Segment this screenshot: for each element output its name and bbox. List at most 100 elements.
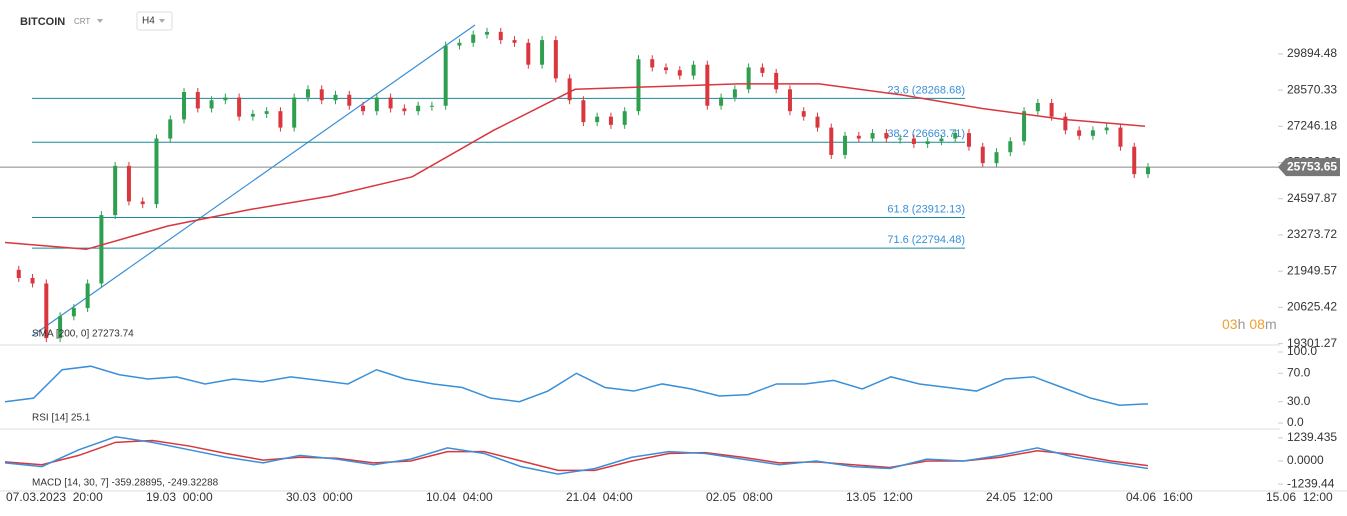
candle (1063, 116, 1068, 131)
instrument-title: BITCOIN (20, 16, 65, 28)
rsi-line (4, 365, 1149, 407)
timeframe[interactable]: H4 (142, 16, 155, 27)
candle (512, 40, 517, 43)
x-tick-label: 10.04 04:00 (426, 490, 493, 504)
fib-label: 23.6 (28268.68) (887, 84, 965, 96)
candle (168, 119, 173, 139)
candle (361, 105, 366, 112)
candle (237, 97, 242, 117)
x-tick-label: 07.03.2023 20:00 (6, 490, 103, 504)
candle (870, 133, 875, 139)
candle (608, 116, 613, 125)
candle (457, 42, 462, 46)
rsi-tick-label: 70.0 (1287, 365, 1311, 379)
candle (636, 59, 641, 112)
candle (44, 283, 49, 339)
instrument-type[interactable]: CRT (74, 17, 90, 26)
candle (416, 105, 421, 112)
candle (429, 105, 434, 107)
candle (746, 67, 751, 90)
y-tick-label: 23273.72 (1287, 227, 1337, 241)
candle (980, 146, 985, 164)
candle (71, 308, 76, 317)
candle (939, 138, 944, 142)
timeframe-box[interactable] (136, 11, 173, 31)
y-tick-label: 28570.33 (1287, 82, 1337, 96)
candle (195, 92, 200, 109)
price-tag (1278, 158, 1340, 177)
sma-line (4, 83, 1146, 251)
x-tick-label: 13.05 12:00 (846, 490, 913, 504)
candle (223, 97, 228, 101)
rsi-tick-label: 30.0 (1287, 394, 1311, 408)
dropdown-arrow (97, 19, 103, 23)
candle (319, 89, 324, 101)
rsi-tick-label: 100.0 (1287, 344, 1317, 358)
x-tick-label: 24.05 12:00 (986, 490, 1053, 504)
candle (30, 278, 35, 284)
candle (567, 78, 572, 101)
candle (622, 111, 627, 125)
x-tick-label: 30.03 00:00 (286, 490, 353, 504)
candle (1035, 102, 1040, 112)
y-tick-label: 27246.18 (1287, 119, 1337, 133)
candle (925, 141, 930, 144)
x-tick-label: 19.03 00:00 (146, 490, 213, 504)
candle (953, 133, 958, 139)
x-tick-label: 02.05 08:00 (706, 490, 773, 504)
candle (154, 138, 159, 205)
x-tick-label: 04.06 16:00 (1126, 490, 1193, 504)
candle (966, 133, 971, 147)
candle (553, 40, 558, 79)
candle (85, 283, 90, 309)
candle (374, 97, 379, 112)
candle (994, 152, 999, 164)
candle (58, 316, 63, 339)
candle (388, 97, 393, 109)
macd-line (4, 435, 1149, 475)
candle (1132, 146, 1137, 175)
y-tick-label: 19301.27 (1287, 336, 1337, 350)
candle (264, 111, 269, 114)
candle (1077, 130, 1082, 136)
candle (347, 94, 352, 106)
candle (856, 135, 861, 139)
candle (1146, 167, 1150, 175)
candle (126, 165, 131, 202)
fib-label: 71.6 (22794.48) (887, 234, 965, 246)
candle (182, 92, 187, 120)
timer: 03h 08m (1222, 316, 1277, 332)
timer-part: 08 (1249, 316, 1265, 332)
candle (443, 45, 448, 106)
candle (305, 89, 310, 98)
candle (691, 64, 696, 76)
y-tick-label: 29894.48 (1287, 46, 1337, 60)
y-tick-label: 24597.87 (1287, 191, 1337, 205)
rsi-label: RSI [14] 25.1 (32, 413, 91, 424)
macd-label: MACD [14, 30, 7] -359.28895, -249.32288 (32, 478, 219, 489)
candle (498, 31, 503, 41)
candle (1090, 130, 1095, 136)
candle (664, 67, 669, 71)
candle (760, 67, 765, 73)
candle (719, 97, 724, 106)
trend-line (31, 24, 476, 337)
price-tag-label: 25753.65 (1287, 159, 1337, 173)
candle (884, 133, 889, 139)
candle (1049, 102, 1054, 117)
candle (898, 138, 903, 140)
candle (333, 94, 338, 101)
macd-tick-label: -1239.44 (1287, 476, 1335, 490)
candle (677, 70, 682, 76)
x-tick-label: 21.04 04:00 (566, 490, 633, 504)
fib-label: 38.2 (26663.71) (887, 128, 965, 140)
macd-tick-label: 1239.435 (1287, 430, 1337, 444)
candle (471, 34, 476, 43)
candle (209, 100, 214, 109)
candle (1118, 127, 1123, 147)
x-tick-label: 15.06 12:00 (1266, 490, 1333, 504)
candle (526, 42, 531, 65)
candle (787, 89, 792, 112)
candle (292, 97, 297, 128)
y-tick-label: 21949.57 (1287, 263, 1337, 277)
